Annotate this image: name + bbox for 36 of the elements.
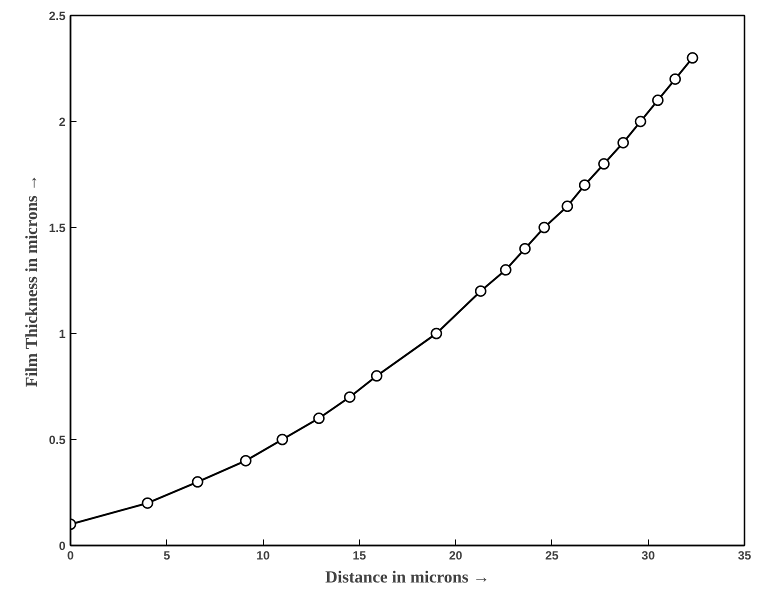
x-tick-label: 25	[545, 548, 559, 562]
point	[578, 179, 590, 191]
point	[430, 328, 442, 340]
point	[562, 200, 574, 212]
point	[192, 476, 204, 488]
y-tick-label: 1	[58, 327, 66, 341]
y-tick-label: 1.5	[48, 221, 66, 235]
point	[652, 94, 664, 106]
point	[370, 370, 382, 382]
y-axis-title: Film Thickness in microns →	[22, 174, 41, 388]
x-tick-label: 5	[163, 548, 170, 562]
point	[313, 412, 325, 424]
point	[344, 391, 356, 403]
x-tick-label: 20	[448, 548, 463, 562]
x-tick-label: 30	[642, 548, 656, 562]
y-tick-label: 0	[58, 539, 66, 553]
x-tick-label: 0	[67, 548, 74, 562]
point	[538, 222, 550, 234]
point	[500, 264, 512, 276]
x-tick-label: 35	[738, 548, 752, 562]
point	[617, 136, 629, 148]
point	[686, 52, 698, 64]
point	[474, 285, 486, 297]
y-tick-label: 2.5	[48, 9, 66, 23]
point	[142, 497, 154, 509]
x-axis-title: Distance in microns →	[325, 568, 490, 586]
point	[276, 434, 288, 446]
point	[240, 454, 252, 466]
y-tick-label: 0.5	[48, 433, 66, 447]
y-tick-label: 2	[58, 115, 66, 129]
x-tick-label: 10	[256, 548, 270, 562]
point	[519, 242, 531, 254]
point	[598, 158, 610, 170]
point	[669, 73, 681, 85]
x-tick-label: 15	[352, 548, 366, 562]
point	[634, 116, 646, 128]
